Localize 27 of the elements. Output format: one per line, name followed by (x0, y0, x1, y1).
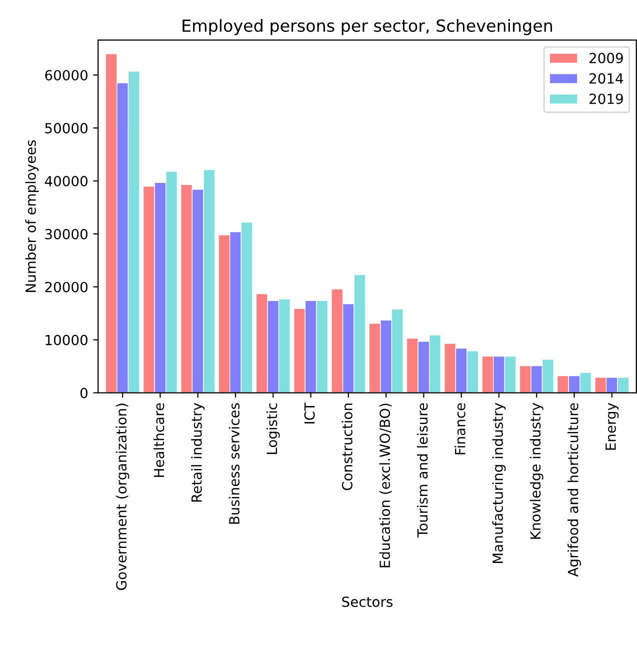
y-tick-label: 0 (80, 388, 88, 398)
x-tick-label: Tourism and leisure (416, 403, 428, 538)
x-tick-label: ICT (304, 402, 315, 424)
y-tick-label: 30000 (45, 228, 88, 240)
x-tick-label: Logistic (266, 403, 280, 454)
x-tick-label: Education (excl.WO/BO) (379, 404, 392, 568)
y-tick-label: 40000 (44, 176, 88, 186)
y-tick-label: 10000 (46, 334, 88, 346)
legend-label: 2014 (590, 73, 624, 84)
x-tick-label: Energy (606, 402, 619, 450)
x-tick-label: Construction (342, 404, 352, 490)
y-tick-label: 20000 (45, 282, 88, 292)
y-tick-label: 50000 (45, 122, 88, 134)
x-axis-title: Sectors (342, 596, 392, 608)
y-tick-label: 60000 (45, 70, 88, 80)
legend-label: 2009 (590, 52, 623, 64)
x-tick-label: Manufacturing industry (492, 402, 506, 563)
x-tick-label: Knowledge industry (530, 402, 544, 539)
x-tick-label: Government (organization) (116, 404, 130, 590)
x-tick-label: Healthcare (153, 403, 164, 477)
x-tick-label: Retail industry (191, 402, 205, 502)
x-tick-label: Agrifood and horticulture (568, 403, 581, 577)
x-tick-label: Finance (454, 403, 466, 454)
legend-label: 2019 (590, 94, 623, 104)
y-axis-title: Number of employees (25, 140, 39, 292)
chart-title: Employed persons per sector, Scheveningen (182, 19, 552, 36)
x-tick-label: Business services (228, 403, 240, 524)
